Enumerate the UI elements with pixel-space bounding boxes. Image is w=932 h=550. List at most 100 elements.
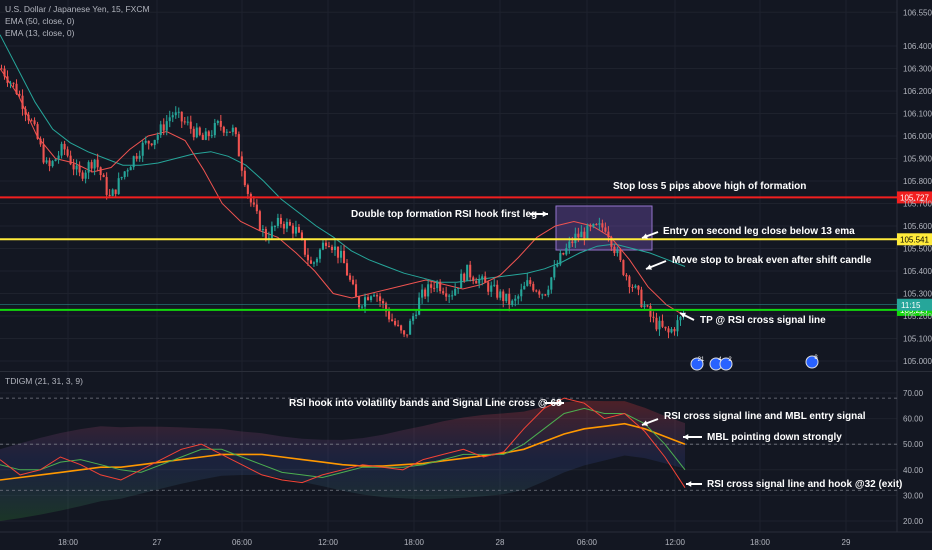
candle-body [105,177,108,195]
candle-body [406,334,409,336]
candle-body [342,250,346,264]
candle-body [183,121,186,123]
candle-body [24,109,27,115]
candle-body [117,178,120,194]
candle-body [330,246,334,251]
candle-body [294,227,297,234]
event-badge-count: 8 [814,355,818,361]
annotation-entry: Entry on second leg close below 13 ema [663,226,855,237]
candle-body [415,314,418,317]
candle-body [147,140,150,144]
time-tick-label: 12:00 [665,538,686,547]
candle-body [439,282,442,292]
double-top-formation-box[interactable] [555,205,653,251]
candle-body [565,247,568,255]
candle-body [604,227,607,232]
candle-body [375,295,379,297]
candle-body [348,275,352,280]
price-tick-label: 105.900 [903,155,932,164]
candle-body [162,124,165,131]
candle-body [523,285,526,290]
candle-body [6,76,9,83]
candle-body [240,156,243,171]
price-tick-label: 105.000 [903,357,932,366]
candle-body [379,296,382,301]
candle-body [553,266,556,278]
candle-body [397,324,400,326]
candle-body [502,291,505,302]
candle-body [628,276,631,288]
candle-body [363,297,367,307]
candle-body [571,241,574,244]
candle-body [288,221,291,226]
event-badge-count: 4 [718,357,722,363]
price-tick-label: 105.800 [903,177,932,186]
candle-body [252,202,255,205]
candle-body [108,194,111,196]
candle-body [84,172,87,179]
candle-body [126,170,129,172]
indicator-legend[interactable]: TDIGM (21, 31, 3, 9) [5,376,83,386]
candle-body [357,296,361,308]
signal-line [0,407,686,479]
event-badge [690,357,704,371]
candle-body [264,229,267,240]
candle-body [388,311,391,320]
ema13-legend[interactable]: EMA (13, close, 0) [5,28,75,38]
candle-body [192,128,195,138]
candle-body [153,139,156,146]
price-tick-label: 105.700 [903,200,932,209]
candle-body [321,242,325,250]
candle-body [463,273,466,281]
candle-body [475,280,478,284]
candle-body [315,258,319,263]
candle-body [222,126,225,133]
candle-body [520,289,523,297]
candle-body [679,316,682,321]
candle-body [649,306,652,317]
ema50-legend[interactable]: EMA (50, close, 0) [5,16,75,26]
candle-body [613,246,616,254]
candle-body [243,170,246,186]
candle-body [201,134,204,140]
current-price-label: 11:15 [901,301,921,310]
candle-body [541,294,544,296]
candle-body [661,320,664,327]
candle-body [81,172,84,179]
candle-body [198,127,201,135]
arrow-rsi-hook-head [558,400,564,406]
candle-body [637,285,640,290]
candle-body [369,296,373,301]
candle-body [303,239,306,255]
candle-body [640,289,643,308]
candle-body [607,231,610,238]
candle-body [174,112,177,116]
candle-body [526,280,529,286]
volatility-band [0,400,685,521]
event-badges[interactable]: 21 4 2 8 [690,355,819,371]
price-tag: 105.727 [897,191,932,204]
candle-body [469,264,472,278]
candle-body [135,156,138,159]
candle-body [336,246,340,258]
candle-body [622,260,625,275]
candle-body [505,293,508,302]
candle-body [150,143,153,146]
price-tick-label: 105.400 [903,267,932,276]
candle-body [372,295,376,297]
candle-body [457,288,460,290]
candle-body [667,328,670,333]
candle-body [333,246,337,251]
candle-body [51,161,54,167]
candle-body [219,120,222,127]
candle-body [616,250,619,254]
candle-body [478,279,481,284]
candle-body [69,155,72,165]
current-price-tag [897,298,932,311]
candle-body [366,297,370,301]
candles [0,64,685,339]
candle-body [583,231,586,239]
ema50-line [0,34,686,283]
